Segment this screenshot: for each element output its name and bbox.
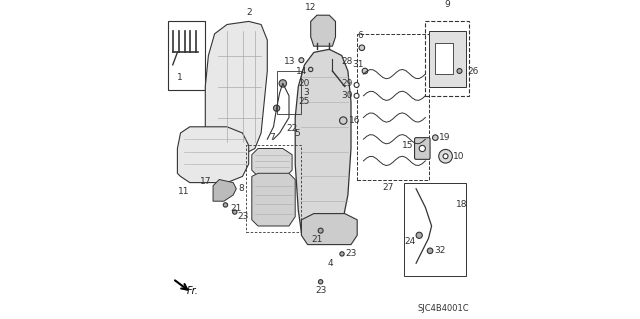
- Text: 8: 8: [238, 184, 244, 193]
- Circle shape: [340, 252, 344, 256]
- Polygon shape: [310, 15, 335, 46]
- Text: 18: 18: [456, 200, 467, 209]
- Polygon shape: [295, 49, 351, 238]
- Text: SJC4B4001C: SJC4B4001C: [417, 304, 468, 313]
- Circle shape: [279, 80, 287, 87]
- Text: 20: 20: [298, 79, 310, 88]
- Text: 29: 29: [341, 79, 353, 88]
- Text: 23: 23: [315, 286, 326, 295]
- Circle shape: [354, 93, 359, 98]
- Text: 14: 14: [296, 66, 308, 76]
- Circle shape: [359, 45, 365, 50]
- Text: 16: 16: [349, 116, 361, 125]
- Text: 23: 23: [238, 212, 249, 221]
- Text: 7: 7: [269, 133, 275, 142]
- Circle shape: [362, 68, 368, 74]
- Bar: [168, 21, 205, 90]
- FancyBboxPatch shape: [415, 138, 430, 160]
- Circle shape: [443, 154, 448, 159]
- Polygon shape: [205, 21, 268, 152]
- Circle shape: [223, 203, 228, 207]
- Text: 31: 31: [352, 60, 364, 69]
- Text: 25: 25: [298, 98, 310, 107]
- Text: 32: 32: [435, 246, 446, 255]
- Text: 17: 17: [200, 176, 211, 186]
- Circle shape: [419, 145, 426, 152]
- Text: 30: 30: [341, 91, 353, 100]
- Text: 28: 28: [342, 57, 353, 66]
- Circle shape: [428, 248, 433, 254]
- Text: 2: 2: [246, 8, 252, 17]
- Text: 21: 21: [312, 235, 323, 244]
- Polygon shape: [252, 149, 292, 176]
- Text: 5: 5: [294, 129, 300, 137]
- Bar: [426, 21, 468, 96]
- Text: 21: 21: [230, 204, 241, 213]
- Text: 24: 24: [405, 237, 416, 246]
- Polygon shape: [301, 214, 357, 245]
- Text: 1: 1: [177, 73, 183, 82]
- Text: 3: 3: [303, 88, 308, 97]
- Polygon shape: [213, 180, 236, 201]
- Text: 27: 27: [383, 182, 394, 192]
- Polygon shape: [177, 127, 249, 182]
- Circle shape: [433, 135, 438, 140]
- Circle shape: [318, 228, 323, 233]
- Text: 13: 13: [284, 57, 295, 66]
- Circle shape: [439, 149, 452, 163]
- Text: Fr.: Fr.: [187, 286, 198, 296]
- Text: 19: 19: [439, 133, 451, 142]
- Bar: [435, 43, 453, 74]
- Polygon shape: [252, 173, 295, 226]
- Text: 6: 6: [357, 31, 363, 40]
- Text: 10: 10: [453, 152, 465, 161]
- Text: 15: 15: [401, 141, 413, 150]
- Circle shape: [308, 67, 313, 72]
- Text: 4: 4: [328, 259, 333, 268]
- Bar: [276, 71, 301, 115]
- Circle shape: [319, 280, 323, 284]
- Circle shape: [354, 83, 359, 87]
- Circle shape: [340, 117, 347, 124]
- Circle shape: [416, 232, 422, 238]
- Text: 11: 11: [178, 187, 189, 196]
- Bar: [404, 182, 466, 276]
- Text: 23: 23: [346, 249, 357, 258]
- Bar: [246, 145, 301, 232]
- Bar: [429, 31, 466, 86]
- Text: 22: 22: [286, 124, 297, 133]
- Circle shape: [299, 58, 304, 63]
- Circle shape: [273, 105, 280, 111]
- Text: 9: 9: [444, 0, 450, 9]
- Bar: [357, 34, 429, 180]
- Text: 12: 12: [305, 3, 316, 12]
- Text: 26: 26: [467, 66, 479, 76]
- Circle shape: [457, 69, 462, 73]
- Circle shape: [232, 210, 237, 214]
